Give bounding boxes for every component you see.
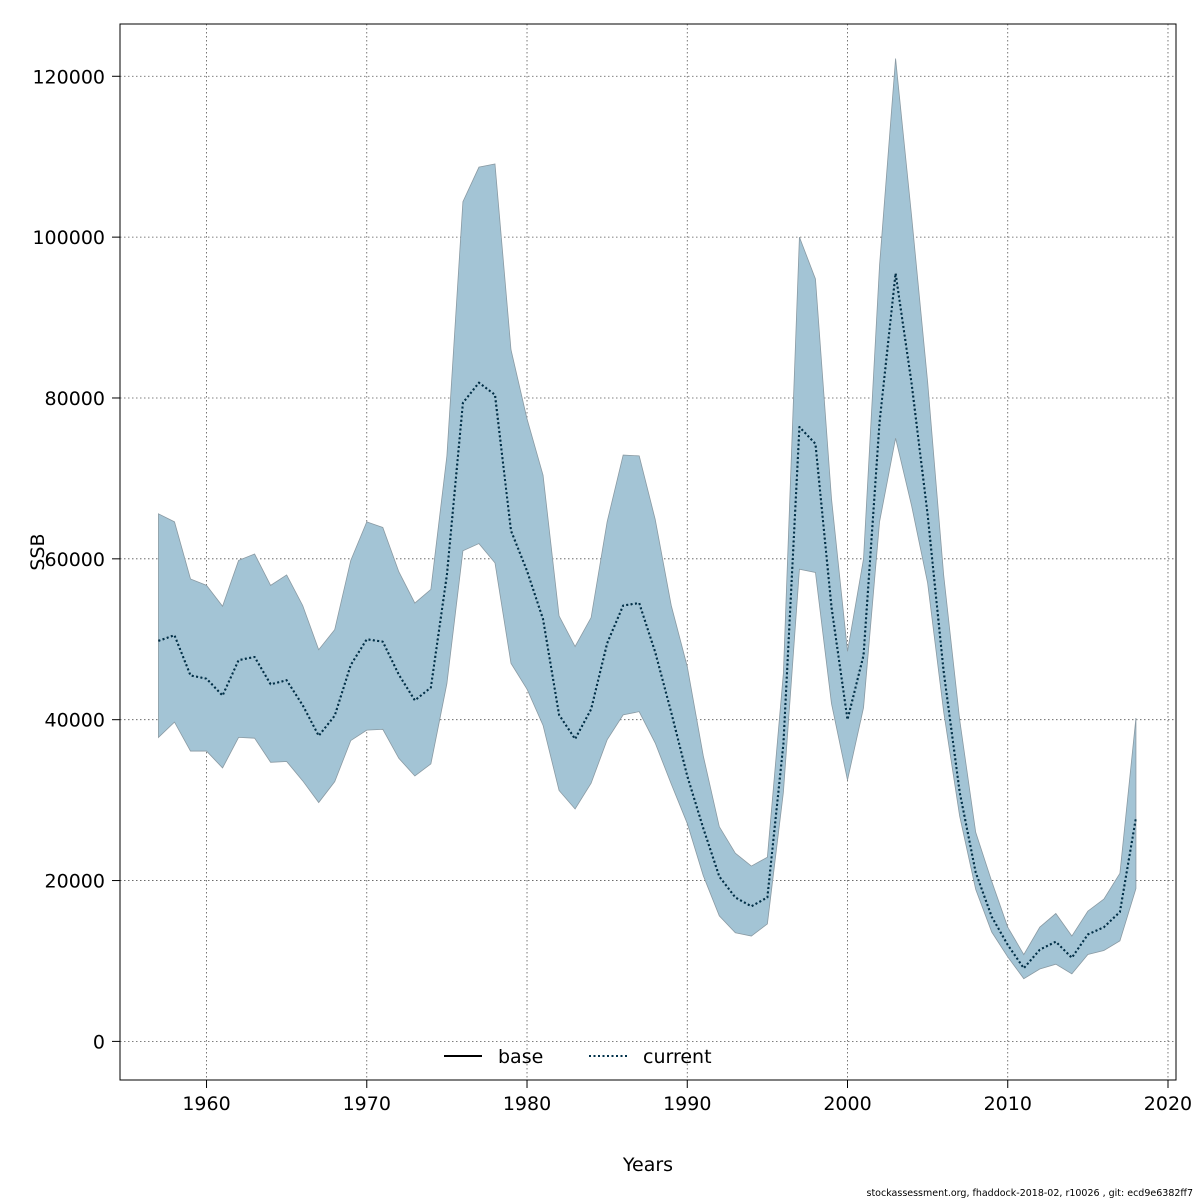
confidence-band-layer <box>158 58 1137 980</box>
series-line-layer <box>158 272 1137 970</box>
x-tick-label-2000: 2000 <box>823 1093 871 1115</box>
x-tick-label-1970: 1970 <box>343 1093 391 1115</box>
x-tick-label-1960: 1960 <box>182 1093 230 1115</box>
gridlines <box>120 24 1176 1080</box>
y-tick-label-0: 0 <box>93 1031 105 1053</box>
y-tick-label-60000: 60000 <box>45 549 105 571</box>
plot-frame <box>119 23 1177 1081</box>
y-tick-label-80000: 80000 <box>45 388 105 410</box>
y-tick-label-120000: 120000 <box>32 66 105 88</box>
y-tick-label-40000: 40000 <box>45 710 105 732</box>
x-tick-label-1990: 1990 <box>663 1093 711 1115</box>
legend-label-base: base <box>498 1046 543 1068</box>
x-axis-title: Years <box>622 1154 673 1176</box>
y-tick-label-100000: 100000 <box>32 227 105 249</box>
y-tick-label-20000: 20000 <box>45 871 105 893</box>
legend: base current <box>444 1046 712 1068</box>
y-axis-ticks: 0 20000 40000 60000 80000 100000 120000 <box>32 66 120 1053</box>
series-line-current <box>158 272 1137 970</box>
x-axis-ticks: 1960 1970 1980 1990 2000 2010 2020 <box>182 1080 1192 1115</box>
y-axis-title: SSB <box>27 533 49 570</box>
confidence-band <box>158 58 1137 980</box>
x-tick-label-2010: 2010 <box>984 1093 1032 1115</box>
x-tick-label-1980: 1980 <box>503 1093 551 1115</box>
legend-label-current: current <box>643 1046 712 1068</box>
x-tick-label-2020: 2020 <box>1144 1093 1192 1115</box>
footer-attribution: stockassessment.org, fhaddock-2018-02, r… <box>867 1188 1194 1199</box>
